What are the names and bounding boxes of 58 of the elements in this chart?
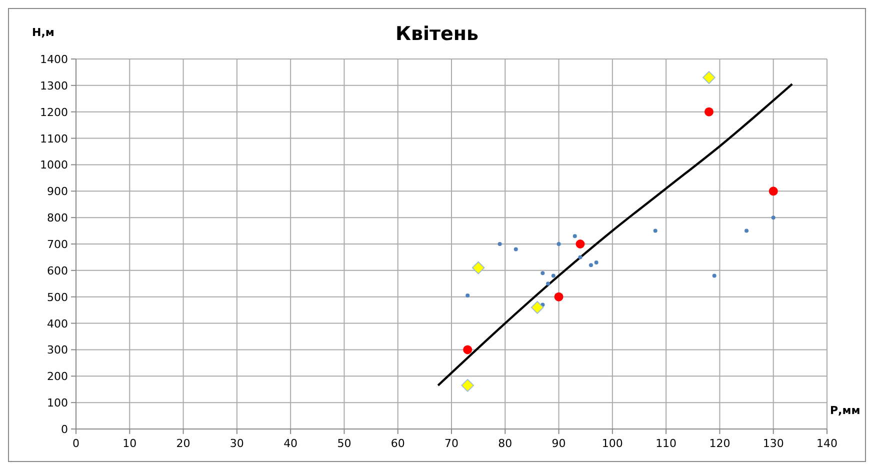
- point: [588, 263, 593, 268]
- point: [546, 282, 550, 286]
- y-tick-label: 600: [47, 264, 68, 278]
- y-tick-label: 200: [47, 370, 68, 384]
- x-axis-title: Р,мм: [830, 404, 860, 417]
- point: [461, 378, 474, 392]
- line-series: [436, 83, 794, 386]
- x-tick-label: 40: [284, 437, 298, 450]
- point: [771, 216, 776, 220]
- x-tick-label: 10: [122, 437, 137, 450]
- x-tick-label: 60: [390, 437, 405, 450]
- x-tick-label: 110: [656, 437, 677, 450]
- y-axis-title: Н,м: [32, 26, 54, 39]
- y-tick-label: 800: [47, 212, 68, 225]
- point: [594, 260, 598, 264]
- point: [472, 261, 485, 274]
- point: [712, 274, 716, 278]
- point: [463, 345, 472, 354]
- y-tick-label: 500: [47, 290, 68, 304]
- x-tick-label: 0: [72, 437, 80, 450]
- point: [704, 107, 714, 116]
- point: [576, 240, 585, 248]
- chart-title: Квітень: [395, 23, 479, 45]
- y-tick-label: 1100: [40, 132, 68, 146]
- x-tick-label: 30: [230, 437, 244, 450]
- y-tick-label: 1000: [40, 158, 68, 172]
- y-tick-label: 100: [47, 396, 68, 410]
- point: [530, 301, 544, 314]
- x-tick-label: 130: [762, 437, 784, 450]
- x-tick-label: 140: [816, 437, 838, 450]
- point: [551, 274, 556, 278]
- y-tick-label: 1400: [40, 53, 68, 66]
- point: [556, 242, 561, 246]
- point: [540, 271, 545, 276]
- point: [554, 292, 564, 302]
- x-tick-label: 80: [498, 437, 512, 450]
- y-tick-label: 1300: [40, 79, 68, 92]
- y-tick-label: 700: [47, 238, 68, 251]
- y-tick-label: 300: [47, 344, 68, 357]
- point: [702, 71, 716, 84]
- point: [744, 228, 749, 233]
- x-tick-label: 100: [602, 437, 623, 450]
- point: [514, 247, 518, 252]
- x-tick-label: 90: [552, 437, 566, 450]
- point: [572, 234, 577, 238]
- y-tick-label: 900: [47, 185, 68, 198]
- x-tick-label: 70: [444, 437, 458, 450]
- y-tick-label: 0: [61, 423, 68, 436]
- x-tick-label: 20: [176, 437, 190, 450]
- point: [768, 186, 778, 196]
- point: [466, 294, 470, 298]
- point: [653, 228, 658, 233]
- point: [578, 255, 582, 260]
- x-tick-label: 120: [709, 437, 730, 450]
- point: [498, 242, 502, 246]
- x-tick-label: 50: [337, 437, 352, 450]
- y-tick-label: 400: [47, 317, 68, 330]
- y-tick-label: 1200: [40, 106, 68, 119]
